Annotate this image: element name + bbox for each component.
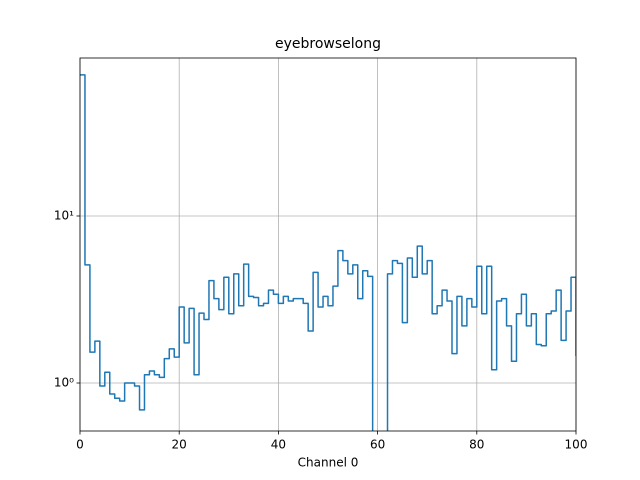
plot-area: [80, 74, 576, 431]
x-tick-label: 100: [565, 438, 588, 452]
data-line: [80, 74, 576, 431]
y-tick-label: 10⁰: [54, 376, 74, 390]
axes-frame: [79, 57, 577, 432]
x-axis-label: Channel 0: [298, 456, 359, 470]
x-tick-label: 60: [370, 438, 385, 452]
x-tick-label: 40: [271, 438, 286, 452]
chart-title: eyebrowselong: [275, 36, 381, 52]
x-tick-label: 0: [76, 438, 84, 452]
y-tick-label: 10¹: [54, 208, 74, 222]
x-tick-label: 80: [469, 438, 484, 452]
x-tick-label: 20: [172, 438, 187, 452]
ticks: 0 20 40 60 80 100 10⁰ 10¹: [54, 208, 588, 451]
